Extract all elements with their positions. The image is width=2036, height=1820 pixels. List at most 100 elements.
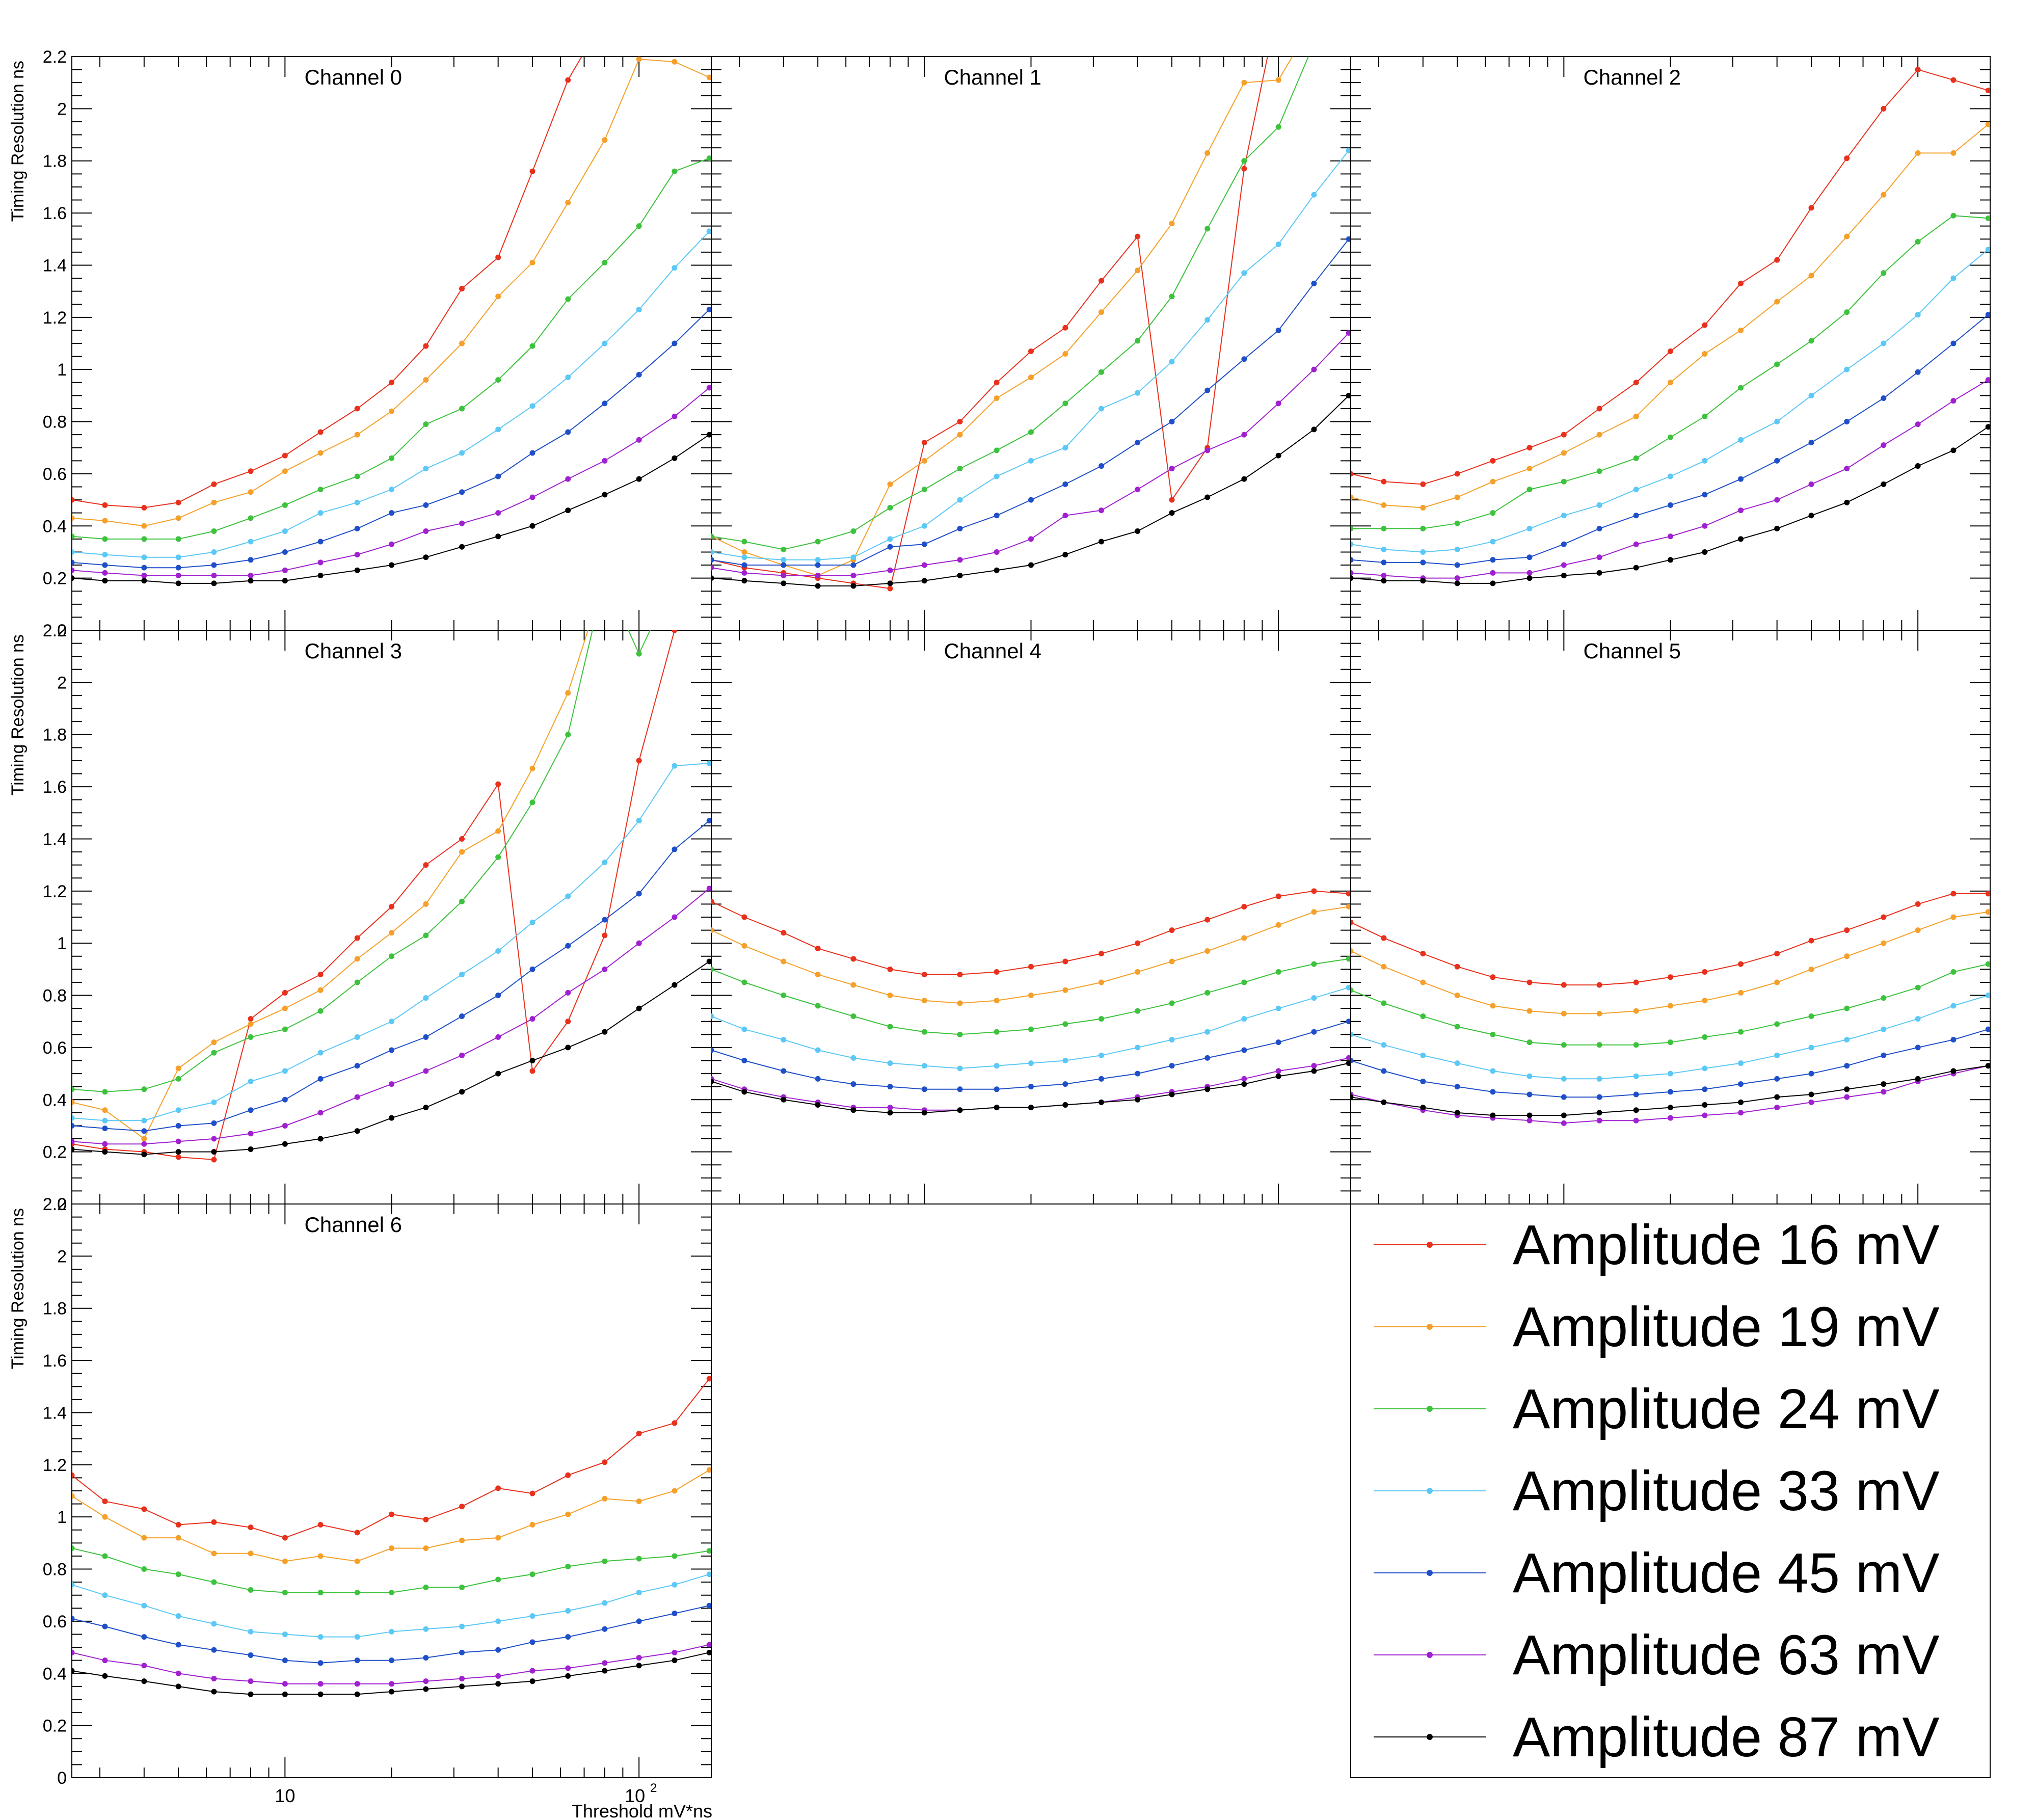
data-point: [389, 930, 394, 936]
data-point: [354, 935, 360, 941]
data-point: [102, 562, 108, 568]
data-point: [529, 1490, 535, 1496]
data-point: [957, 419, 963, 425]
data-point: [636, 437, 642, 443]
y-tick-label: 2.2: [43, 47, 67, 67]
data-point: [957, 972, 963, 978]
data-point: [781, 557, 787, 563]
data-point: [211, 528, 217, 534]
legend-marker: [1427, 1652, 1433, 1658]
data-point: [1844, 927, 1850, 933]
data-point: [711, 927, 714, 933]
data-point: [636, 476, 642, 482]
data-point: [672, 763, 678, 769]
data-point: [1668, 434, 1673, 440]
panel-title: Channel 1: [944, 65, 1041, 89]
y-axis-label: Timing Resolution ns: [8, 1208, 28, 1369]
data-point: [781, 930, 787, 936]
y-tick-label: 0.4: [43, 1090, 67, 1110]
data-point: [672, 1649, 678, 1655]
data-point: [389, 904, 394, 910]
data-point: [741, 914, 747, 920]
data-point: [459, 849, 465, 855]
data-point: [957, 573, 963, 579]
data-point: [317, 1590, 324, 1596]
data-point: [211, 1136, 217, 1142]
data-point: [636, 306, 642, 312]
data-point: [1950, 914, 1957, 920]
data-point: [175, 1522, 181, 1528]
data-point: [1490, 1068, 1496, 1074]
data-point: [781, 573, 787, 579]
data-point: [1241, 979, 1247, 985]
data-point: [282, 1691, 288, 1697]
data-point: [354, 1657, 360, 1664]
data-point: [1241, 904, 1247, 910]
data-point: [317, 1553, 324, 1559]
data-point: [565, 1665, 571, 1671]
data-point: [1351, 525, 1354, 531]
data-point: [994, 969, 1000, 975]
data-point: [1204, 387, 1211, 393]
data-point: [1950, 1003, 1957, 1009]
data-point: [1275, 1039, 1281, 1046]
y-tick-label: 0.2: [43, 569, 67, 588]
data-point: [1668, 348, 1673, 354]
data-point: [1738, 989, 1744, 996]
data-point: [672, 914, 678, 920]
data-point: [1311, 280, 1317, 286]
data-point: [389, 1081, 394, 1087]
data-point: [389, 1047, 394, 1053]
data-point: [495, 1034, 501, 1040]
data-point: [1135, 487, 1141, 493]
data-point: [815, 557, 821, 563]
data-point: [1808, 513, 1814, 519]
data-point: [102, 1553, 108, 1559]
y-axis-label: Timing Resolution ns: [8, 634, 28, 795]
data-point: [994, 998, 1000, 1004]
data-point: [141, 523, 147, 529]
data-point: [495, 1576, 501, 1583]
data-point: [1881, 270, 1887, 276]
data-point: [1204, 948, 1211, 954]
data-point: [175, 1571, 181, 1577]
data-point: [1774, 1021, 1780, 1027]
data-point: [1351, 541, 1354, 547]
data-point: [781, 1037, 787, 1043]
data-point: [175, 1076, 181, 1082]
data-point: [354, 499, 360, 505]
data-point: [1062, 351, 1068, 357]
data-point: [1985, 891, 1990, 897]
data-point: [711, 565, 714, 571]
data-point: [1346, 984, 1351, 991]
data-point: [1950, 1037, 1957, 1043]
data-point: [1881, 481, 1887, 487]
data-point: [1702, 1112, 1708, 1118]
data-point: [602, 458, 608, 464]
data-point: [211, 1039, 217, 1046]
data-point: [175, 1642, 181, 1648]
data-point: [1454, 1024, 1460, 1030]
data-point: [1204, 989, 1211, 996]
data-point: [248, 1678, 254, 1684]
data-point: [1526, 1039, 1533, 1046]
legend-item-label: Amplitude 33 mV: [1513, 1460, 1940, 1522]
data-point: [495, 1618, 501, 1624]
y-tick-label: 0: [57, 1769, 67, 1788]
data-point: [565, 943, 571, 949]
data-point: [781, 546, 787, 552]
data-point: [1028, 1105, 1034, 1111]
data-point: [1633, 413, 1639, 419]
data-point: [602, 1495, 608, 1502]
data-point: [495, 254, 501, 260]
data-point: [1381, 1068, 1387, 1074]
data-point: [211, 562, 217, 568]
data-point: [1420, 1078, 1426, 1084]
data-point: [72, 1472, 75, 1478]
y-tick-label: 0.8: [43, 413, 67, 432]
data-point: [1381, 502, 1387, 508]
x-tick-exponent: 2: [650, 1781, 657, 1795]
panel-title: Channel 6: [304, 1213, 401, 1237]
data-point: [711, 898, 714, 904]
data-point: [495, 1485, 501, 1491]
